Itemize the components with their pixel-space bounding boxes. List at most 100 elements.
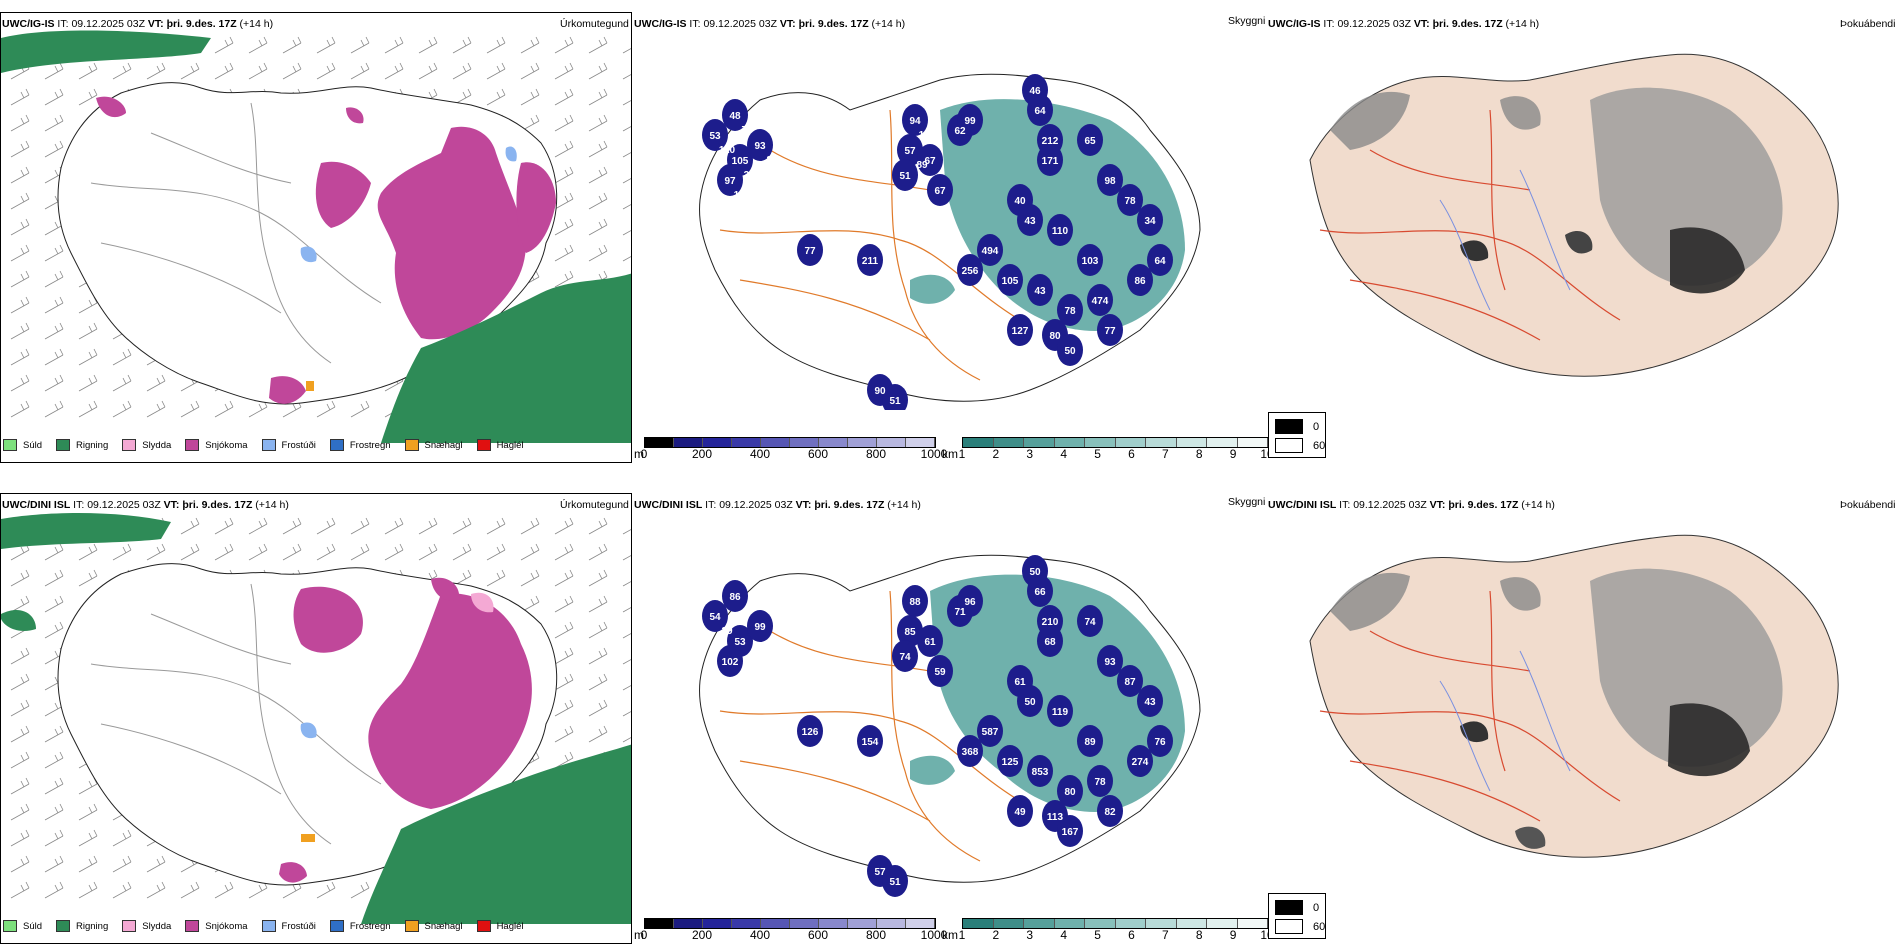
wind-barb	[520, 62, 540, 80]
wind-barb	[248, 400, 268, 418]
fog-key-swatch	[1275, 419, 1303, 434]
ceiling-label: 76	[1154, 737, 1166, 748]
fog-key-swatch	[1275, 900, 1303, 915]
precip-map-svg-top	[1, 30, 631, 443]
legend-swatch	[404, 920, 419, 932]
ceiling-label: 59	[934, 667, 946, 678]
wind-barb	[350, 62, 370, 80]
wind-barb	[554, 517, 574, 535]
ceiling-region	[1087, 284, 1113, 316]
ceiling-label: 146	[734, 190, 751, 201]
roads	[1319, 590, 1621, 822]
wind-barb	[350, 881, 370, 899]
colorbar-tick: 7	[1161, 928, 1169, 942]
ceiling-region	[702, 600, 728, 632]
wind-barb	[622, 555, 631, 561]
legend-label: Rigning	[76, 920, 109, 932]
wind-barb	[10, 374, 30, 392]
ceiling-region	[1127, 264, 1153, 296]
visibility-region	[910, 274, 955, 304]
ceiling-label: 210	[1042, 617, 1059, 628]
ceiling-region	[997, 264, 1023, 296]
ceiling-label: 127	[1012, 326, 1029, 337]
wind-barb	[554, 192, 574, 210]
legend-label: Snjókoma	[205, 920, 248, 932]
snow-region	[279, 862, 307, 883]
ceiling-label: 64	[1154, 256, 1166, 267]
fog-region	[1668, 703, 1750, 777]
colorbar-segment	[645, 919, 674, 928]
wind-barb	[554, 699, 574, 717]
wind-barb	[10, 88, 30, 106]
colorbar-segment	[703, 438, 732, 447]
rain-region	[381, 273, 631, 443]
wind-barb	[554, 595, 574, 613]
ceiling-label: 212	[1042, 136, 1059, 147]
wind-barb	[588, 517, 608, 535]
wind-barb	[248, 36, 268, 54]
wind-barb	[622, 633, 631, 639]
legend-item: Snjókoma	[185, 920, 248, 932]
ceiling-region	[1097, 314, 1123, 346]
wind-barb	[44, 751, 64, 769]
wind-barb	[588, 88, 608, 106]
colorbar-segment	[963, 438, 994, 447]
ceiling-label: 70	[741, 125, 753, 136]
colorbar-segment	[848, 438, 877, 447]
wind-barb	[10, 400, 30, 418]
ceiling-label: 46	[1029, 86, 1041, 97]
fog-region	[1590, 87, 1783, 286]
ceiling-label: 154	[862, 737, 879, 748]
wind-barb	[554, 543, 574, 561]
wind-barb	[554, 166, 574, 184]
wind-barb	[316, 543, 336, 561]
rivers	[1439, 650, 1571, 792]
wind-barb	[622, 48, 631, 54]
colorbar-segment	[1176, 919, 1207, 928]
colorbar-tick: 7	[1161, 447, 1169, 461]
snow-region	[269, 376, 306, 404]
ceiling-region	[957, 104, 983, 136]
legend-swatch	[56, 439, 71, 451]
fog-key-swatch	[1275, 919, 1303, 934]
wind-barb	[44, 400, 64, 418]
wind-barb	[554, 673, 574, 691]
ceiling-colorbar-bottom: m 0 200 400 600 800 1000	[634, 918, 947, 946]
ceiling-label: 78	[1094, 777, 1106, 788]
legend-item: Haglél	[476, 439, 524, 451]
wind-barb	[78, 374, 98, 392]
colorbar-segment	[790, 438, 819, 447]
ceiling-label: 29	[721, 626, 733, 637]
legend-swatch	[261, 920, 276, 932]
wind-barb	[418, 517, 438, 535]
colorbar-tick: 1	[958, 447, 966, 461]
ceiling-region	[1077, 605, 1103, 637]
ceiling-region	[1137, 204, 1163, 236]
ceiling-label: 87	[1124, 677, 1136, 688]
wind-barb	[588, 192, 608, 210]
ceiling-region	[1027, 274, 1053, 306]
wind-barb	[112, 348, 132, 366]
wind-barb	[146, 374, 166, 392]
ceiling-region	[857, 244, 883, 276]
wind-barb	[214, 36, 234, 54]
ceiling-region	[1037, 144, 1063, 176]
legend-swatch	[185, 439, 200, 451]
wind-barb	[554, 88, 574, 106]
wind-barb	[10, 673, 30, 691]
precip-legend-bottom: Súld Rigning Slydda Snjókoma Frostúði Frostre…	[3, 915, 629, 937]
ceiling-region	[897, 615, 923, 647]
ceiling-region	[917, 144, 943, 176]
ceiling-region	[1077, 725, 1103, 757]
fog-region	[1590, 568, 1783, 767]
wind-barb	[418, 543, 438, 561]
wind-barb	[44, 595, 64, 613]
wind-barb	[146, 62, 166, 80]
legend-label: Snæhagl	[424, 439, 463, 451]
wind-barb	[44, 88, 64, 106]
wind-barb	[180, 517, 200, 535]
colorbar-segment	[732, 438, 761, 447]
wind-barb	[588, 166, 608, 184]
fog-header-bottom: UWC/DINI ISL IT: 09.12.2025 03Z VT: þri.…	[1268, 499, 1555, 511]
colorbar-segment	[645, 438, 674, 447]
